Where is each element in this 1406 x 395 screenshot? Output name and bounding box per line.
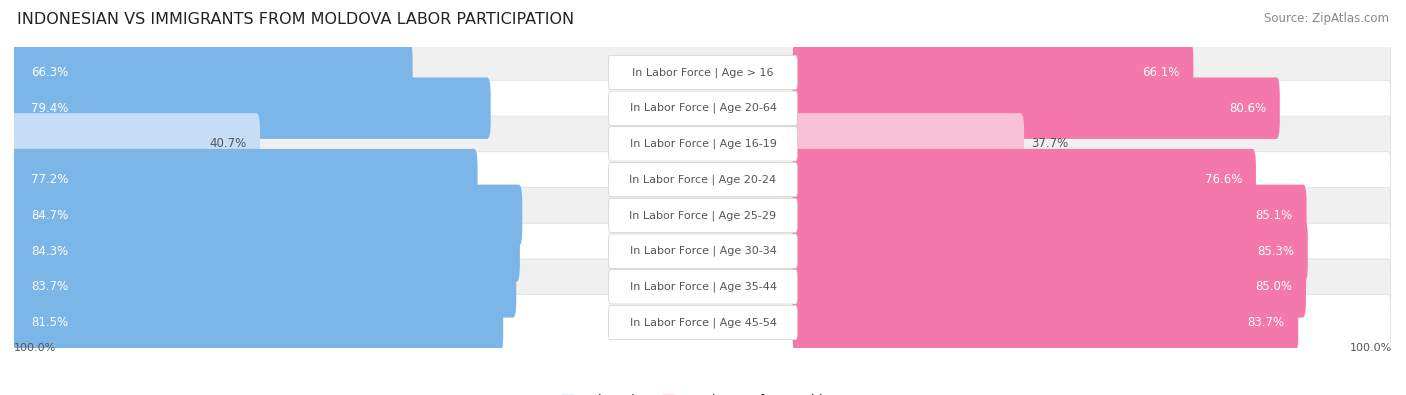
Text: 40.7%: 40.7% xyxy=(209,137,246,150)
FancyBboxPatch shape xyxy=(11,149,478,211)
FancyBboxPatch shape xyxy=(609,162,797,197)
Text: 83.7%: 83.7% xyxy=(1247,316,1285,329)
FancyBboxPatch shape xyxy=(11,184,522,246)
FancyBboxPatch shape xyxy=(15,80,1391,136)
FancyBboxPatch shape xyxy=(15,259,1391,315)
FancyBboxPatch shape xyxy=(15,45,1391,100)
Text: In Labor Force | Age 30-34: In Labor Force | Age 30-34 xyxy=(630,246,776,256)
FancyBboxPatch shape xyxy=(11,256,516,318)
FancyBboxPatch shape xyxy=(15,116,1391,172)
FancyBboxPatch shape xyxy=(793,292,1298,353)
Text: 84.7%: 84.7% xyxy=(31,209,69,222)
Text: 77.2%: 77.2% xyxy=(31,173,69,186)
FancyBboxPatch shape xyxy=(793,42,1194,103)
Text: In Labor Force | Age 16-19: In Labor Force | Age 16-19 xyxy=(630,139,776,149)
Text: In Labor Force | Age 35-44: In Labor Force | Age 35-44 xyxy=(630,282,776,292)
FancyBboxPatch shape xyxy=(609,55,797,90)
Text: In Labor Force | Age 25-29: In Labor Force | Age 25-29 xyxy=(630,210,776,221)
Text: INDONESIAN VS IMMIGRANTS FROM MOLDOVA LABOR PARTICIPATION: INDONESIAN VS IMMIGRANTS FROM MOLDOVA LA… xyxy=(17,12,574,27)
FancyBboxPatch shape xyxy=(11,220,520,282)
Text: Source: ZipAtlas.com: Source: ZipAtlas.com xyxy=(1264,12,1389,25)
FancyBboxPatch shape xyxy=(609,234,797,268)
Text: In Labor Force | Age > 16: In Labor Force | Age > 16 xyxy=(633,67,773,78)
FancyBboxPatch shape xyxy=(609,127,797,161)
Text: In Labor Force | Age 20-64: In Labor Force | Age 20-64 xyxy=(630,103,776,113)
FancyBboxPatch shape xyxy=(793,256,1306,318)
Text: In Labor Force | Age 20-24: In Labor Force | Age 20-24 xyxy=(630,174,776,185)
Text: 100.0%: 100.0% xyxy=(1350,343,1392,353)
FancyBboxPatch shape xyxy=(793,220,1308,282)
Text: 66.3%: 66.3% xyxy=(31,66,69,79)
FancyBboxPatch shape xyxy=(11,113,260,175)
Text: 100.0%: 100.0% xyxy=(14,343,56,353)
FancyBboxPatch shape xyxy=(609,305,797,340)
FancyBboxPatch shape xyxy=(793,149,1256,211)
Text: 85.1%: 85.1% xyxy=(1256,209,1292,222)
Text: 81.5%: 81.5% xyxy=(31,316,69,329)
Legend: Indonesian, Immigrants from Moldova: Indonesian, Immigrants from Moldova xyxy=(561,394,845,395)
Text: 85.3%: 85.3% xyxy=(1257,245,1294,258)
Text: 79.4%: 79.4% xyxy=(31,102,69,115)
Text: 76.6%: 76.6% xyxy=(1205,173,1241,186)
Text: In Labor Force | Age 45-54: In Labor Force | Age 45-54 xyxy=(630,317,776,328)
FancyBboxPatch shape xyxy=(793,184,1306,246)
Text: 37.7%: 37.7% xyxy=(1031,137,1069,150)
FancyBboxPatch shape xyxy=(15,152,1391,207)
FancyBboxPatch shape xyxy=(11,42,412,103)
FancyBboxPatch shape xyxy=(793,77,1279,139)
FancyBboxPatch shape xyxy=(609,91,797,125)
FancyBboxPatch shape xyxy=(15,223,1391,279)
FancyBboxPatch shape xyxy=(15,188,1391,243)
FancyBboxPatch shape xyxy=(609,198,797,233)
Text: 85.0%: 85.0% xyxy=(1256,280,1292,293)
FancyBboxPatch shape xyxy=(11,292,503,353)
FancyBboxPatch shape xyxy=(793,113,1024,175)
Text: 84.3%: 84.3% xyxy=(31,245,69,258)
FancyBboxPatch shape xyxy=(15,295,1391,350)
Text: 83.7%: 83.7% xyxy=(31,280,69,293)
Text: 80.6%: 80.6% xyxy=(1229,102,1265,115)
FancyBboxPatch shape xyxy=(11,77,491,139)
Text: 66.1%: 66.1% xyxy=(1142,66,1180,79)
FancyBboxPatch shape xyxy=(609,270,797,304)
